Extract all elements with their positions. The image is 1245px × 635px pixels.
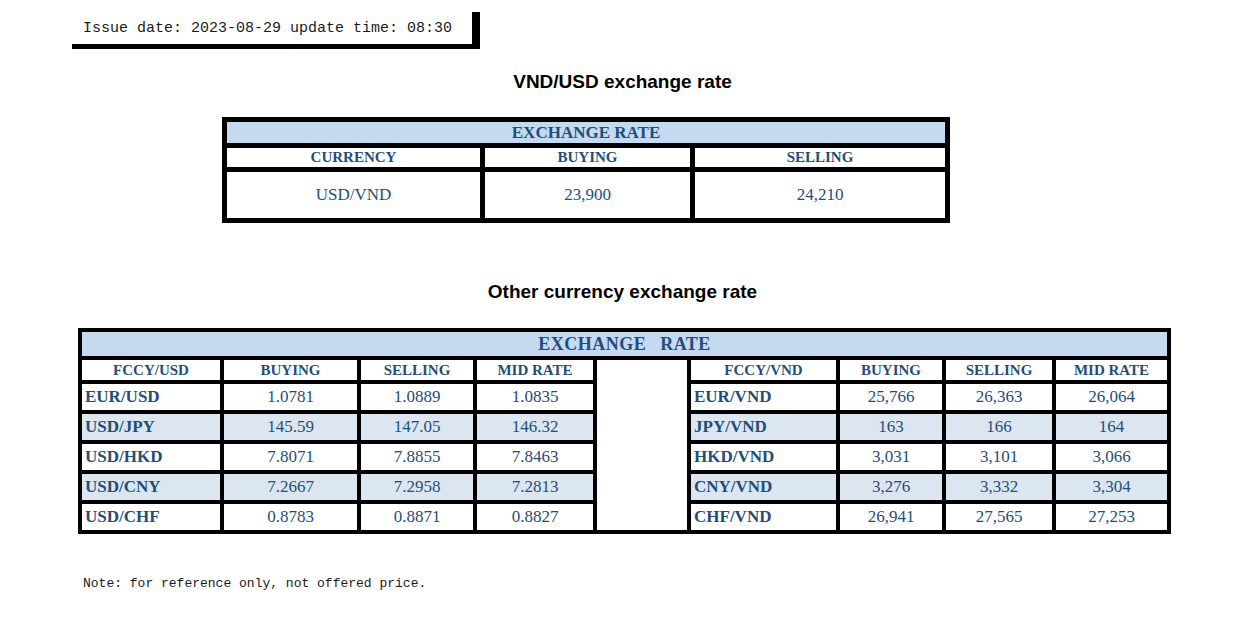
buying-rate-cell: 25,766: [838, 382, 944, 412]
table-band-row: EXCHANGE RATE: [225, 120, 948, 146]
column-header-selling-right: SELLING: [944, 358, 1054, 382]
table-header-row: CURRENCY BUYING SELLING: [225, 146, 948, 170]
selling-rate-cell: 1.0889: [359, 382, 475, 412]
mid-rate-cell: 27,253: [1054, 502, 1169, 532]
buying-rate-cell: 7.8071: [222, 442, 359, 472]
column-header-midrate-right: MID RATE: [1054, 358, 1169, 382]
mid-rate-cell: 3,066: [1054, 442, 1169, 472]
pair-cell: EUR/VND: [689, 382, 838, 412]
buying-rate-cell: 7.2667: [222, 472, 359, 502]
table-band-row: EXCHANGE RATE: [80, 330, 1169, 358]
mid-rate-cell: 0.8827: [475, 502, 595, 532]
column-header-selling: SELLING: [693, 146, 948, 170]
issue-date-box: Issue date: 2023-08-29 update time: 08:3…: [72, 12, 480, 49]
buying-rate-cell: 26,941: [838, 502, 944, 532]
column-header-fccy-vnd: FCCY/VND: [689, 358, 838, 382]
pair-cell: EUR/USD: [80, 382, 222, 412]
mid-rate-cell: 164: [1054, 412, 1169, 442]
mid-rate-cell: 146.32: [475, 412, 595, 442]
rate-sheet-page: Issue date: 2023-08-29 update time: 08:3…: [0, 0, 1245, 635]
usd-vnd-exchange-table: EXCHANGE RATE CURRENCY BUYING SELLING US…: [222, 117, 950, 223]
buying-rate-cell: 0.8783: [222, 502, 359, 532]
selling-rate-cell: 7.8855: [359, 442, 475, 472]
pair-cell: CNY/VND: [689, 472, 838, 502]
selling-rate-cell: 147.05: [359, 412, 475, 442]
note-text: Note: for reference only, not offered pr…: [83, 576, 426, 591]
table-header-row: FCCY/USD BUYING SELLING MID RATE FCCY/VN…: [80, 358, 1169, 382]
selling-rate-cell: 0.8871: [359, 502, 475, 532]
currency-pair-cell: USD/VND: [225, 170, 483, 221]
exchange-rate-band: EXCHANGE RATE: [225, 120, 948, 146]
pair-cell: JPY/VND: [689, 412, 838, 442]
pair-cell: CHF/VND: [689, 502, 838, 532]
column-header-buying-right: BUYING: [838, 358, 944, 382]
buying-rate-cell: 3,276: [838, 472, 944, 502]
pair-cell: USD/CHF: [80, 502, 222, 532]
table-row: USD/VND 23,900 24,210: [225, 170, 948, 221]
selling-rate-cell: 27,565: [944, 502, 1054, 532]
mid-rate-cell: 1.0835: [475, 382, 595, 412]
buying-rate-cell: 163: [838, 412, 944, 442]
column-header-buying: BUYING: [483, 146, 693, 170]
other-table-title: Other currency exchange rate: [0, 281, 1245, 303]
buying-rate-cell: 1.0781: [222, 382, 359, 412]
column-header-selling-left: SELLING: [359, 358, 475, 382]
column-header-currency: CURRENCY: [225, 146, 483, 170]
selling-rate-cell: 24,210: [693, 170, 948, 221]
mid-rate-cell: 26,064: [1054, 382, 1169, 412]
column-header-midrate-left: MID RATE: [475, 358, 595, 382]
column-header-fccy-usd: FCCY/USD: [80, 358, 222, 382]
buying-rate-cell: 23,900: [483, 170, 693, 221]
other-currency-exchange-table: EXCHANGE RATE FCCY/USD BUYING SELLING MI…: [78, 328, 1171, 534]
mid-rate-cell: 3,304: [1054, 472, 1169, 502]
mid-rate-cell: 7.8463: [475, 442, 595, 472]
usd-table-title: VND/USD exchange rate: [0, 71, 1245, 93]
mid-rate-cell: 7.2813: [475, 472, 595, 502]
selling-rate-cell: 7.2958: [359, 472, 475, 502]
pair-cell: USD/CNY: [80, 472, 222, 502]
buying-rate-cell: 3,031: [838, 442, 944, 472]
pair-cell: HKD/VND: [689, 442, 838, 472]
column-header-buying-left: BUYING: [222, 358, 359, 382]
exchange-rate-band: EXCHANGE RATE: [80, 330, 1169, 358]
selling-rate-cell: 26,363: [944, 382, 1054, 412]
issue-date-text: Issue date: 2023-08-29 update time: 08:3…: [83, 20, 452, 37]
selling-rate-cell: 3,332: [944, 472, 1054, 502]
spacer-column: [595, 358, 689, 532]
pair-cell: USD/HKD: [80, 442, 222, 472]
pair-cell: USD/JPY: [80, 412, 222, 442]
selling-rate-cell: 3,101: [944, 442, 1054, 472]
buying-rate-cell: 145.59: [222, 412, 359, 442]
selling-rate-cell: 166: [944, 412, 1054, 442]
